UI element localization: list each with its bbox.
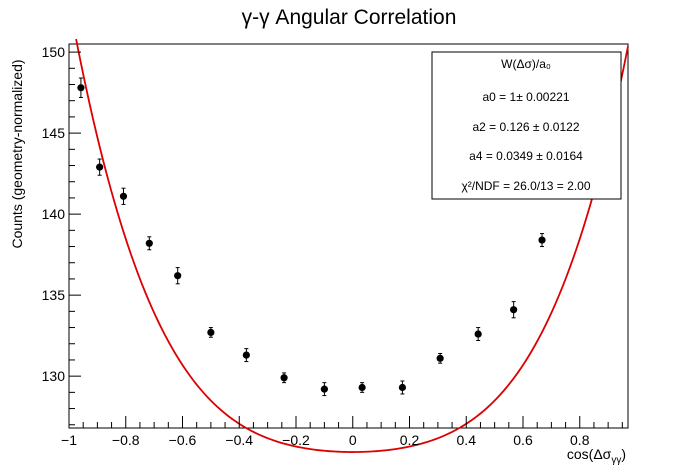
x-axis-label: cos(Δσγγ) (567, 446, 626, 466)
stats-chi2: χ²/NDF = 26.0/13 = 2.00 (461, 179, 590, 193)
x-tick-label: 0.2 (400, 432, 420, 448)
data-point (77, 84, 85, 92)
data-point (320, 385, 328, 393)
y-tick-label: 135 (42, 287, 66, 303)
data-point (96, 163, 104, 171)
data-point (538, 236, 546, 244)
data-point (119, 192, 128, 200)
y-tick-label: 130 (42, 368, 66, 384)
y-tick-label: 140 (42, 206, 66, 222)
data-point (280, 374, 288, 382)
data-point (474, 330, 482, 338)
x-tick-label: 0.8 (570, 432, 590, 448)
stats-a2: a2 = 0.126 ± 0.0122 (472, 120, 579, 134)
x-tick-label: −0.2 (282, 432, 310, 448)
x-tick-label: 0.4 (457, 432, 477, 448)
fit-curve (75, 38, 629, 453)
data-point (398, 383, 407, 392)
stats-formula: W(Δσ)/a₀ (501, 57, 551, 71)
data-point (436, 354, 444, 362)
plot-frame (68, 43, 629, 429)
stats-a0: a0 = 1± 0.00221 (483, 90, 570, 104)
data-point (145, 239, 153, 247)
x-axis-label-subscript: γγ (611, 455, 621, 466)
data-point (242, 351, 250, 359)
data-point (174, 272, 182, 280)
x-tick-label: 0 (349, 432, 357, 448)
data-point (358, 383, 366, 392)
chart-title: γ-γ Angular Correlation (242, 6, 457, 29)
stats-box-frame (431, 51, 622, 200)
x-axis-label-main: cos(Δσ (567, 446, 612, 462)
x-tick-label: −0.8 (112, 432, 140, 448)
x-axis-label-close: ) (621, 446, 626, 462)
y-tick-label: 150 (42, 44, 66, 60)
x-tick-label: −0.6 (169, 432, 197, 448)
data-point (510, 306, 518, 314)
stats-a4: a4 = 0.0349 ± 0.0164 (469, 149, 583, 163)
y-tick-label: 145 (42, 125, 66, 141)
x-tick-label: 0.6 (513, 432, 533, 448)
stats-box: W(Δσ)/a₀ a0 = 1± 0.00221 a2 = 0.126 ± 0.… (431, 51, 622, 200)
x-tick-label: −1 (61, 432, 77, 448)
data-point (207, 328, 215, 337)
x-tick-label: −0.4 (225, 432, 253, 448)
y-axis-label: Counts (geometry-normalized) (9, 59, 25, 248)
